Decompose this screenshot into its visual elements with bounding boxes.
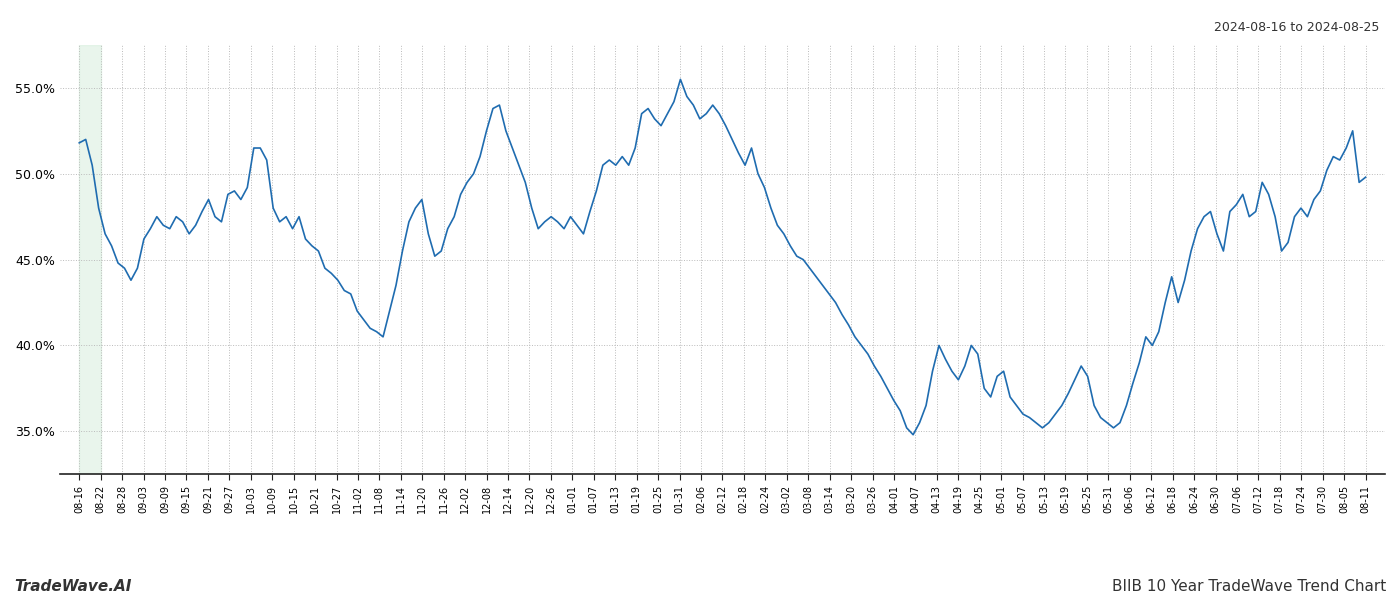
Bar	[80, 45, 101, 474]
Text: BIIB 10 Year TradeWave Trend Chart: BIIB 10 Year TradeWave Trend Chart	[1112, 579, 1386, 594]
Text: TradeWave.AI: TradeWave.AI	[14, 579, 132, 594]
Text: 2024-08-16 to 2024-08-25: 2024-08-16 to 2024-08-25	[1214, 21, 1379, 34]
